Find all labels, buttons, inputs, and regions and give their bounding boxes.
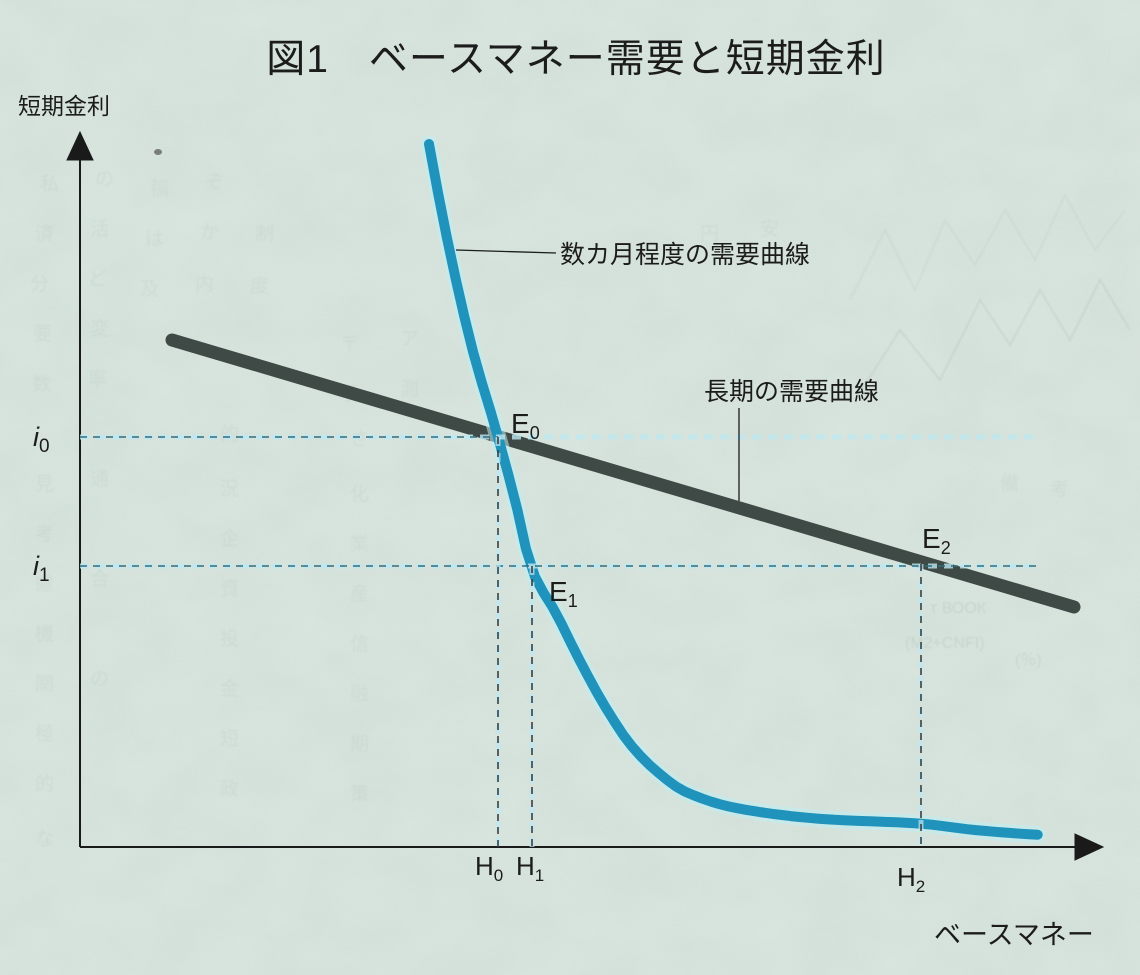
svg-text:ぞ: ぞ xyxy=(205,172,224,193)
svg-text:数カ月程度の需要曲線: 数カ月程度の需要曲線 xyxy=(560,241,810,269)
svg-text:融: 融 xyxy=(350,683,369,705)
svg-text:的: 的 xyxy=(220,423,239,445)
svg-text:通: 通 xyxy=(90,468,109,490)
svg-text:況: 況 xyxy=(220,478,239,500)
svg-text:備: 備 xyxy=(1000,473,1019,495)
svg-text:信: 信 xyxy=(350,633,369,655)
svg-text:図1 ベースマネー需要と短期金利: 図1 ベースマネー需要と短期金利 xyxy=(266,38,886,81)
svg-text:考: 考 xyxy=(1050,478,1069,500)
svg-text:政: 政 xyxy=(220,778,239,800)
svg-text:化: 化 xyxy=(350,483,369,505)
svg-text:安: 安 xyxy=(760,218,779,240)
svg-text:及: 及 xyxy=(140,279,159,300)
svg-text:数: 数 xyxy=(32,373,51,395)
svg-text:見: 見 xyxy=(35,474,54,495)
svg-text:期: 期 xyxy=(350,733,369,755)
svg-text:測: 測 xyxy=(400,378,419,400)
svg-text:短: 短 xyxy=(220,728,239,750)
svg-text:(М2+СNFI): (М2+СNFI) xyxy=(905,635,985,652)
svg-text:産: 産 xyxy=(350,583,369,605)
svg-text:ど: ど xyxy=(88,268,107,290)
svg-text:ベースマネー: ベースマネー xyxy=(934,920,1094,950)
svg-text:の: の xyxy=(90,669,109,690)
svg-text:制: 制 xyxy=(255,223,274,245)
svg-text:投: 投 xyxy=(220,628,239,650)
svg-text:内: 内 xyxy=(195,273,214,295)
svg-text:資: 資 xyxy=(220,578,239,600)
svg-text:ア: ア xyxy=(400,329,419,350)
svg-text:短期金利: 短期金利 xyxy=(18,93,110,119)
svg-text:(％): (％) xyxy=(1015,652,1042,669)
svg-text:活: 活 xyxy=(90,218,109,240)
svg-text:の: の xyxy=(95,169,114,190)
svg-text:稿: 稿 xyxy=(150,178,169,200)
svg-text:機: 機 xyxy=(35,623,54,645)
svg-text:私: 私 xyxy=(40,173,59,195)
svg-text:か: か xyxy=(200,222,219,243)
svg-text:業: 業 xyxy=(350,533,369,555)
svg-text:極: 極 xyxy=(35,723,54,745)
svg-text:要: 要 xyxy=(33,324,52,345)
svg-text:分: 分 xyxy=(30,273,49,295)
svg-text:度: 度 xyxy=(250,275,269,297)
svg-text:〒: 〒 xyxy=(340,334,359,355)
svg-text:合: 合 xyxy=(90,568,109,590)
svg-text:変: 変 xyxy=(90,318,109,340)
svg-text:т ВООК: т ВООК xyxy=(930,600,987,617)
svg-text:企: 企 xyxy=(220,528,239,550)
svg-text:関: 関 xyxy=(35,674,54,695)
svg-text:金: 金 xyxy=(220,678,239,700)
svg-text:済: 済 xyxy=(35,223,54,245)
svg-text:策: 策 xyxy=(350,783,369,805)
svg-text:な: な xyxy=(35,829,54,850)
svg-text:率: 率 xyxy=(88,368,107,390)
svg-text:長期の需要曲線: 長期の需要曲線 xyxy=(704,378,879,406)
svg-text:的: 的 xyxy=(35,773,54,795)
svg-text:は: は xyxy=(145,229,164,250)
svg-text:考: 考 xyxy=(35,523,54,545)
